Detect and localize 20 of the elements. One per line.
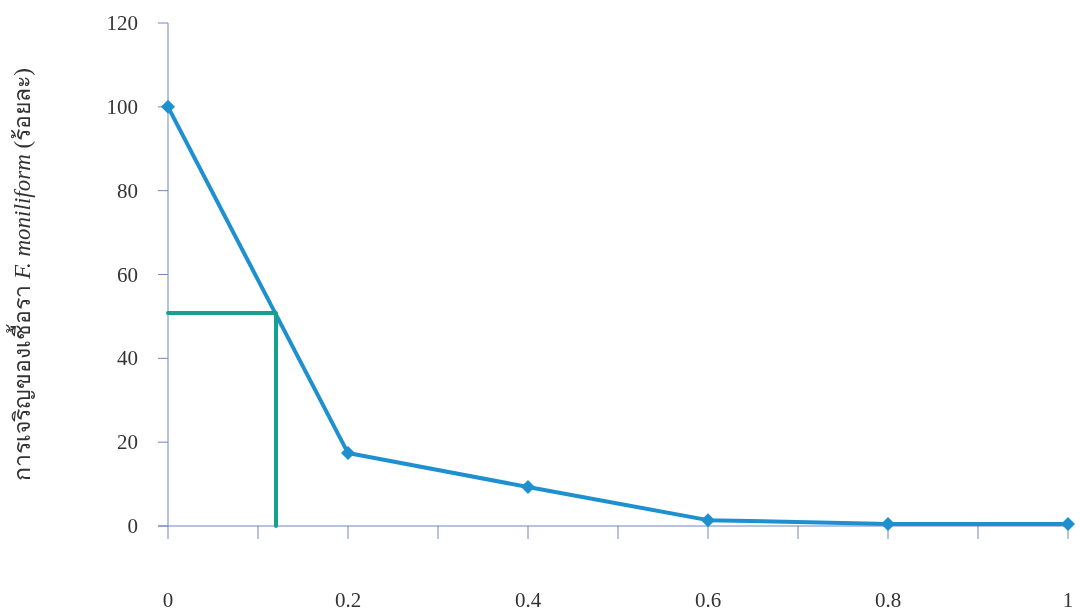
y-tick-label: 60 <box>117 262 138 287</box>
point <box>521 480 535 495</box>
x-tick-label: 0.6 <box>694 588 722 612</box>
y-tick-label: 0 <box>127 514 138 538</box>
point <box>161 99 175 114</box>
y-tick-label: 120 <box>106 11 138 35</box>
x-tick-label: 1 <box>1062 588 1074 612</box>
x-tick-label: 0.2 <box>334 588 362 612</box>
point <box>341 446 355 461</box>
y-tick-label: 80 <box>117 178 138 203</box>
x-tick-label: 0.8 <box>874 588 902 612</box>
x-tick-label: 0 <box>162 588 174 612</box>
y-axis-title: การเจริญของเชื้อรา F. moniliform (ร้อยละ) <box>6 68 35 481</box>
point <box>881 516 895 531</box>
x-tick-label: 0.4 <box>514 588 542 612</box>
y-tick-label: 100 <box>106 94 138 119</box>
y-tick-label: 20 <box>117 430 138 455</box>
y-tick-label: 40 <box>117 346 138 371</box>
point <box>1061 516 1075 531</box>
point <box>701 513 715 528</box>
